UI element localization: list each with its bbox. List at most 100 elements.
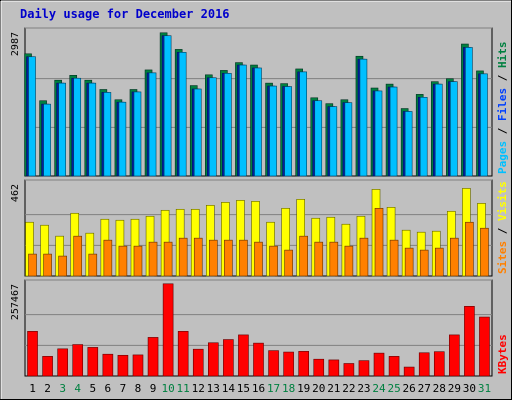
x-tick-label-12: 12: [192, 382, 205, 395]
x-tick-label-1: 1: [29, 382, 36, 395]
bar-pages-day-4: [73, 77, 82, 177]
bar-sites-day-21: [329, 241, 339, 277]
bar-kbytes-day-30: [464, 306, 475, 377]
bar-kbytes-day-23: [358, 360, 370, 377]
y-axis-max-label: 257467: [10, 284, 21, 320]
bar-kbytes-day-4: [72, 344, 84, 377]
x-axis-day-labels: 1 2 3 4 5 6 7 8 9 10 11 12 13 14 15 16 17 18 19 20 21 22 23 24 2…: [29, 382, 491, 395]
x-tick-label-31: 31: [478, 382, 491, 395]
bar-sites-day-8: [133, 245, 143, 277]
bar-kbytes-day-19: [298, 351, 309, 377]
bar-kbytes-day-28: [433, 351, 445, 377]
bar-pages-day-30: [465, 47, 473, 177]
bar-sites-day-17: [269, 245, 278, 277]
x-tick-label-16: 16: [252, 382, 265, 395]
x-tick-label-26: 26: [403, 382, 416, 395]
bar-kbytes-day-9: [147, 337, 159, 377]
x-tick-label-21: 21: [327, 382, 340, 395]
bar-pages-day-3: [58, 82, 66, 177]
bar-sites-day-28: [434, 247, 444, 277]
bar-pages-day-13: [209, 77, 217, 177]
bar-kbytes-day-29: [449, 334, 460, 377]
bar-pages-day-16: [254, 67, 262, 177]
x-tick-label-27: 27: [418, 382, 431, 395]
legend-kbytes: KBytes: [496, 334, 509, 374]
x-tick-label-23: 23: [357, 382, 370, 395]
bar-pages-day-27: [419, 97, 428, 177]
bar-sites-day-22: [344, 245, 354, 277]
legend-files: Files: [496, 88, 509, 121]
x-tick-label-29: 29: [448, 382, 461, 395]
bar-pages-day-12: [193, 88, 202, 177]
bar-pages-day-17: [269, 85, 277, 177]
bar-sites-day-16: [254, 241, 263, 277]
chart-title: Daily usage for December 2016: [20, 7, 230, 21]
bar-sites-day-24: [374, 207, 384, 277]
bar-pages-day-31: [480, 73, 488, 177]
bar-kbytes-day-12: [192, 348, 204, 377]
x-tick-label-8: 8: [135, 382, 142, 395]
x-tick-label-13: 13: [207, 382, 220, 395]
chart-panel-2: 462 Sites / Visits: [10, 179, 509, 277]
bar-sites-day-12: [193, 237, 203, 277]
bar-kbytes-day-31: [479, 316, 490, 377]
y-axis-max-label: 462: [10, 184, 21, 202]
bar-kbytes-day-1: [27, 331, 38, 377]
bar-kbytes-day-13: [208, 342, 219, 377]
x-tick-label-18: 18: [282, 382, 295, 395]
bar-kbytes-day-18: [283, 351, 294, 377]
x-tick-label-22: 22: [342, 382, 355, 395]
bar-sites-day-3: [58, 255, 67, 277]
bar-kbytes-day-22: [343, 363, 355, 377]
bar-kbytes-day-20: [313, 358, 325, 377]
bar-pages-day-18: [284, 86, 292, 177]
bar-sites-day-9: [148, 241, 158, 277]
bar-sites-day-1: [28, 253, 37, 277]
bar-sites-day-2: [43, 253, 52, 277]
x-tick-label-4: 4: [74, 382, 81, 395]
bar-kbytes-day-11: [177, 331, 189, 377]
bar-sites-day-14: [224, 239, 233, 277]
bar-kbytes-day-2: [42, 356, 53, 377]
bar-pages-day-22: [344, 102, 353, 177]
bar-pages-day-1: [28, 56, 36, 177]
legend-sites: Sites: [496, 241, 509, 274]
bar-kbytes-day-7: [117, 354, 129, 377]
legend-separator: /: [496, 68, 509, 88]
bar-kbytes-day-27: [418, 352, 430, 377]
bar-sites-day-10: [163, 241, 173, 277]
bar-sites-day-30: [465, 221, 474, 277]
bar-kbytes-day-25: [388, 356, 400, 377]
x-tick-label-11: 11: [177, 382, 190, 395]
bar-sites-day-7: [118, 245, 128, 277]
bar-sites-day-19: [299, 235, 308, 277]
bar-pages-day-25: [389, 86, 398, 177]
x-tick-label-9: 9: [150, 382, 157, 395]
bar-pages-day-15: [239, 64, 247, 177]
bar-kbytes-day-24: [373, 352, 385, 377]
bar-pages-day-26: [404, 111, 413, 177]
right-axis-legend: KBytes: [496, 334, 509, 374]
x-tick-label-15: 15: [237, 382, 250, 395]
bar-pages-day-14: [224, 73, 232, 177]
bar-sites-day-25: [389, 239, 399, 277]
chart-panel-1: 2987 Pages / Files / Hits: [10, 27, 509, 177]
bar-sites-day-20: [314, 241, 324, 277]
bar-kbytes-day-6: [102, 353, 114, 377]
bar-pages-day-21: [329, 106, 338, 177]
right-axis-legend: Pages / Files / Hits: [496, 42, 509, 175]
bar-sites-day-29: [450, 237, 459, 277]
bar-sites-day-11: [178, 237, 188, 277]
x-tick-label-10: 10: [161, 382, 174, 395]
chart-panel-3: 257467 KBytes: [10, 279, 509, 377]
x-tick-label-19: 19: [297, 382, 310, 395]
bar-pages-day-5: [88, 82, 97, 177]
x-tick-label-25: 25: [387, 382, 400, 395]
x-tick-label-7: 7: [120, 382, 127, 395]
bar-kbytes-day-8: [132, 354, 144, 377]
bar-sites-day-5: [88, 253, 98, 277]
bar-sites-day-31: [480, 227, 489, 277]
right-axis-legend: Sites / Visits: [496, 181, 509, 274]
x-tick-label-30: 30: [463, 382, 476, 395]
